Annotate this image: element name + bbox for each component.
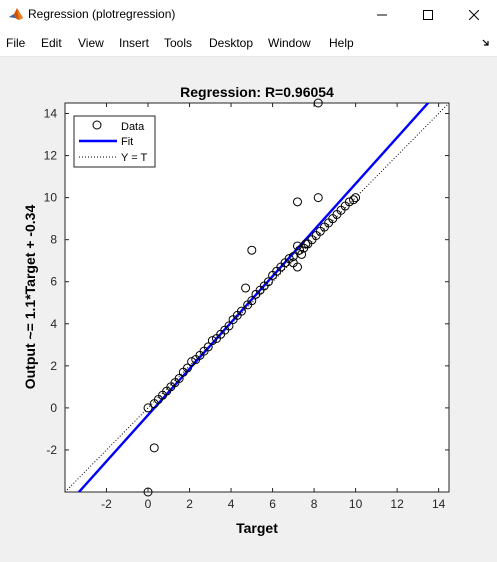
minimize-icon [377,14,387,16]
regression-chart: Regression: R=0.96054 Target Output ~= 1… [22,84,450,536]
data-point [241,283,251,293]
data-point [313,98,323,108]
data-point [313,193,323,203]
chart-lines [65,103,449,492]
x-tick-label: 2 [186,497,193,511]
legend-fit-label: Fit [121,136,133,148]
legend-data-label: Data [121,121,145,133]
data-point [292,241,302,251]
x-tick-label: 12 [390,497,404,511]
axis-ticks: -2 0 2 4 6 8 10 12 14 -2 0 2 4 6 8 10 12 14 [44,103,449,511]
data-point [284,254,294,264]
data-point [182,363,192,373]
x-tick-label: 4 [228,497,235,511]
data-point [149,443,159,453]
data-point [247,296,257,306]
data-point [351,193,361,203]
x-tick-label: 8 [311,497,318,511]
menu-edit[interactable]: Edit [41,36,62,50]
title-bar: Regression (plotregression) [0,0,497,30]
data-point [263,277,273,287]
data-points [143,98,361,497]
y-tick-label: 14 [44,107,58,121]
menu-desktop[interactable]: Desktop [209,36,254,50]
y-axis-label: Output ~= 1.1*Target + -0.34 [22,205,38,390]
y-tick-label: 4 [50,317,57,331]
x-tick-label: -2 [101,497,112,511]
menu-tools[interactable]: Tools [164,36,193,50]
x-tick-label: 6 [269,497,276,511]
y-tick-label: 8 [50,233,57,247]
matlab-icon [9,8,23,20]
data-point [297,249,307,259]
data-point [349,195,359,205]
data-point [143,487,153,497]
data-point [187,357,197,367]
maximize-icon [423,10,433,20]
y-tick-label: 12 [44,149,58,163]
y-tick-label: 6 [50,275,57,289]
data-point [295,245,305,255]
legend-identity-label: Y = T [121,152,147,164]
data-point [301,239,311,249]
chart-title: Regression: R=0.96054 [180,84,334,100]
y-tick-label: 0 [50,401,57,415]
fit-line [77,103,430,492]
menu-window[interactable]: Window [268,36,311,50]
menu-help[interactable]: Help [329,36,354,50]
legend-data-marker [92,120,102,130]
menu-view[interactable]: View [78,36,104,50]
menu-file[interactable]: File [6,36,26,50]
data-point [292,197,302,207]
figure-area: Regression: R=0.96054 Target Output ~= 1… [0,57,497,557]
data-point [174,373,184,383]
minimize-button[interactable] [359,0,405,30]
window-title: Regression (plotregression) [28,7,176,21]
identity-line [65,103,449,492]
maximize-button[interactable] [405,0,451,30]
data-point [288,251,298,261]
chart-legend: Data Fit Y = T [73,115,156,168]
menu-bar: File Edit View Insert Tools Desktop Wind… [0,30,497,57]
y-tick-label: 10 [44,191,58,205]
data-point [203,342,213,352]
x-axis-label: Target [236,520,278,536]
dock-arrow-icon[interactable] [481,38,491,48]
data-point [344,197,354,207]
menu-insert[interactable]: Insert [119,36,150,50]
x-tick-label: 10 [349,497,363,511]
data-point [247,245,257,255]
data-point [236,306,246,316]
x-tick-label: 0 [145,497,152,511]
data-point [224,321,234,331]
y-tick-label: 2 [50,359,57,373]
x-tick-label: 14 [432,497,446,511]
data-point [207,336,217,346]
data-point [143,403,153,413]
data-point [292,262,302,272]
close-icon [469,10,479,20]
y-tick-label: -2 [46,443,57,457]
close-button[interactable] [451,0,497,30]
